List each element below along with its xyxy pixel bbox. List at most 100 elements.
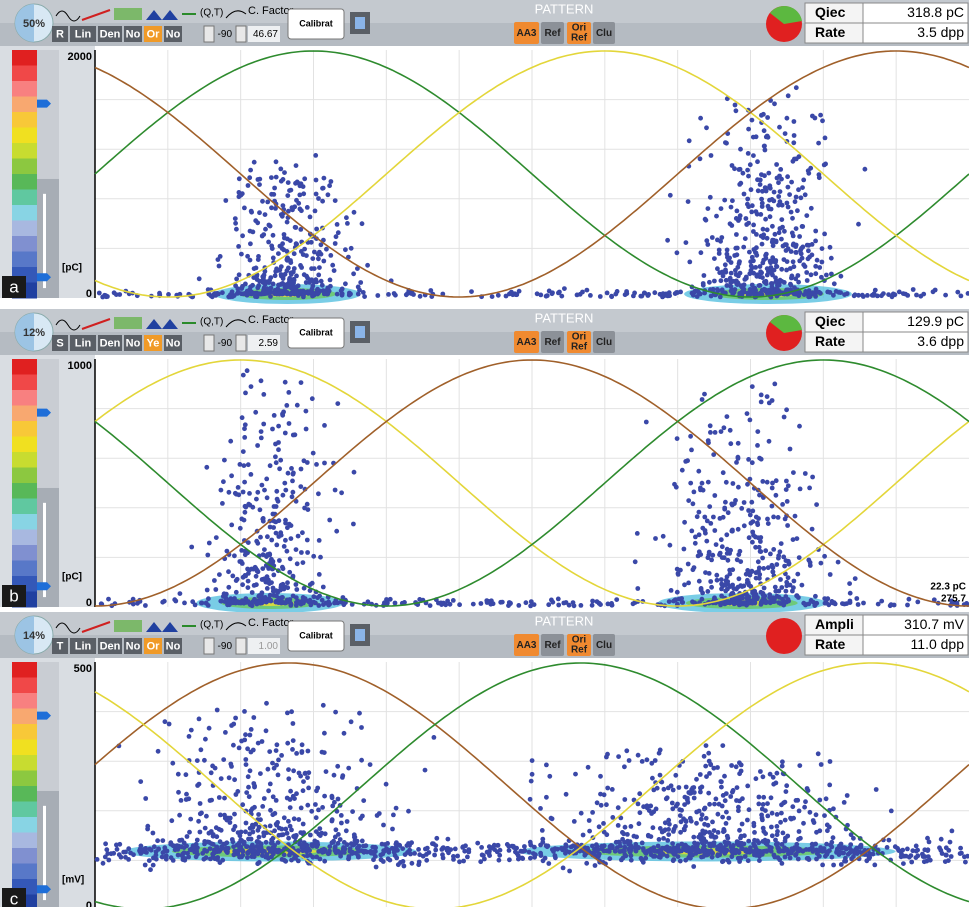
pattern-button-label[interactable]: Clu <box>596 337 612 348</box>
pd-dot <box>640 859 646 865</box>
toolbar-button[interactable] <box>70 335 96 351</box>
toolbar-button-label[interactable]: Or <box>147 28 161 40</box>
pattern-button-label[interactable]: Ref <box>544 640 561 651</box>
toolbar-button[interactable] <box>98 26 122 42</box>
slider-handle[interactable] <box>37 885 51 894</box>
toolbar-button-label[interactable]: Ye <box>147 337 160 349</box>
pattern-button-label[interactable]: Ref <box>571 342 588 353</box>
pattern-button-label[interactable]: Ref <box>571 33 588 44</box>
pattern-button-label[interactable]: Ori <box>572 332 587 343</box>
toolbar-button-label[interactable]: Lin <box>75 640 92 652</box>
slider-handle[interactable] <box>37 582 51 591</box>
toolbar-button[interactable] <box>52 26 68 42</box>
toolbar-button-label[interactable]: S <box>56 337 63 349</box>
pattern-button[interactable] <box>514 331 539 353</box>
pd-dot <box>732 166 737 172</box>
pattern-button[interactable] <box>541 331 564 353</box>
pattern-button[interactable] <box>593 634 615 656</box>
toolbar-button[interactable] <box>70 26 96 42</box>
pattern-button-label[interactable]: Ref <box>544 337 561 348</box>
spinner[interactable] <box>203 637 215 655</box>
toolbar-button-label[interactable]: No <box>126 337 141 349</box>
pattern-button[interactable] <box>567 634 591 656</box>
pd-dot <box>528 778 534 784</box>
toolbar-button-label[interactable]: No <box>166 337 181 349</box>
toolbar-button-label[interactable]: No <box>126 28 141 40</box>
pattern-button[interactable] <box>593 22 615 44</box>
toolbar-button[interactable] <box>124 638 142 654</box>
pattern-button[interactable] <box>514 22 539 44</box>
toolbar-button[interactable] <box>52 638 68 654</box>
pattern-button[interactable] <box>593 331 615 353</box>
toolbar-button[interactable] <box>144 638 162 654</box>
calibrate-button[interactable] <box>287 317 345 349</box>
toolbar-button-label[interactable]: T <box>57 640 64 652</box>
toolbar-button-label[interactable]: Lin <box>75 337 92 349</box>
pattern-button-label[interactable]: Ori <box>572 23 587 34</box>
pd-dot <box>259 482 265 488</box>
pd-dot <box>232 811 237 817</box>
pie-wedge <box>770 314 802 333</box>
toolbar-button-label[interactable]: Den <box>100 640 121 652</box>
toolbar-button[interactable] <box>164 26 182 42</box>
spinner[interactable] <box>235 25 247 43</box>
pattern-button[interactable] <box>514 634 539 656</box>
pd-dot <box>670 841 675 846</box>
pd-dot <box>233 589 239 595</box>
toolbar-button-label[interactable]: Den <box>100 28 121 40</box>
pattern-button-label[interactable]: Ref <box>544 28 561 39</box>
pd-dot <box>800 185 805 191</box>
pattern-button[interactable] <box>541 634 564 656</box>
pattern-title: PATTERN <box>535 1 594 16</box>
toolbar-button[interactable] <box>164 638 182 654</box>
pd-dot <box>965 291 969 296</box>
pattern-button-label[interactable]: AA3 <box>516 640 536 651</box>
pd-dot <box>745 858 751 864</box>
pattern-button-label[interactable]: AA3 <box>516 28 536 39</box>
slider-handle[interactable] <box>37 99 51 108</box>
calibrate-button[interactable] <box>287 620 345 652</box>
pd-dot <box>614 289 620 294</box>
pd-dot <box>372 844 378 850</box>
slider-handle[interactable] <box>37 408 51 417</box>
pattern-button[interactable] <box>541 22 564 44</box>
toolbar-button-label[interactable]: No <box>166 28 181 40</box>
calibrate-label[interactable]: Calibrat <box>299 18 333 28</box>
toolbar-button-label[interactable]: Den <box>100 337 121 349</box>
calibrate-label[interactable]: Calibrat <box>299 327 333 337</box>
spinner[interactable] <box>235 637 247 655</box>
pattern-button-label[interactable]: Clu <box>596 28 612 39</box>
toolbar-button[interactable] <box>144 335 162 351</box>
toolbar-button-label[interactable]: Lin <box>75 28 92 40</box>
pattern-button[interactable] <box>567 22 591 44</box>
spinner[interactable] <box>203 25 215 43</box>
spinner[interactable] <box>203 334 215 352</box>
pd-dot <box>176 843 182 849</box>
toolbar-button[interactable] <box>144 26 162 42</box>
toolbar-button[interactable] <box>70 638 96 654</box>
pattern-button-label[interactable]: Ori <box>572 635 587 646</box>
pattern-button-label[interactable]: Ref <box>571 645 588 656</box>
toolbar-button-label[interactable]: No <box>166 640 181 652</box>
pattern-button-label[interactable]: AA3 <box>516 337 536 348</box>
toolbar-button[interactable] <box>124 26 142 42</box>
toolbar-button[interactable] <box>124 335 142 351</box>
calibrate-label[interactable]: Calibrat <box>299 630 333 640</box>
pattern-button[interactable] <box>567 331 591 353</box>
pd-dot <box>704 518 710 524</box>
pd-dot <box>657 772 663 778</box>
pd-dot <box>794 593 799 599</box>
toolbar-button[interactable] <box>98 335 122 351</box>
toolbar-button-label[interactable]: No <box>126 640 141 652</box>
pattern-button-label[interactable]: Clu <box>596 640 612 651</box>
calibrate-button[interactable] <box>287 8 345 40</box>
slider-handle[interactable] <box>37 711 51 720</box>
panel-label: c <box>10 889 19 907</box>
toolbar-button-label[interactable]: R <box>56 28 64 40</box>
slider-handle[interactable] <box>37 273 51 282</box>
spinner[interactable] <box>235 334 247 352</box>
toolbar-button[interactable] <box>164 335 182 351</box>
toolbar-button[interactable] <box>98 638 122 654</box>
toolbar-button-label[interactable]: Or <box>147 640 161 652</box>
toolbar-button[interactable] <box>52 335 68 351</box>
